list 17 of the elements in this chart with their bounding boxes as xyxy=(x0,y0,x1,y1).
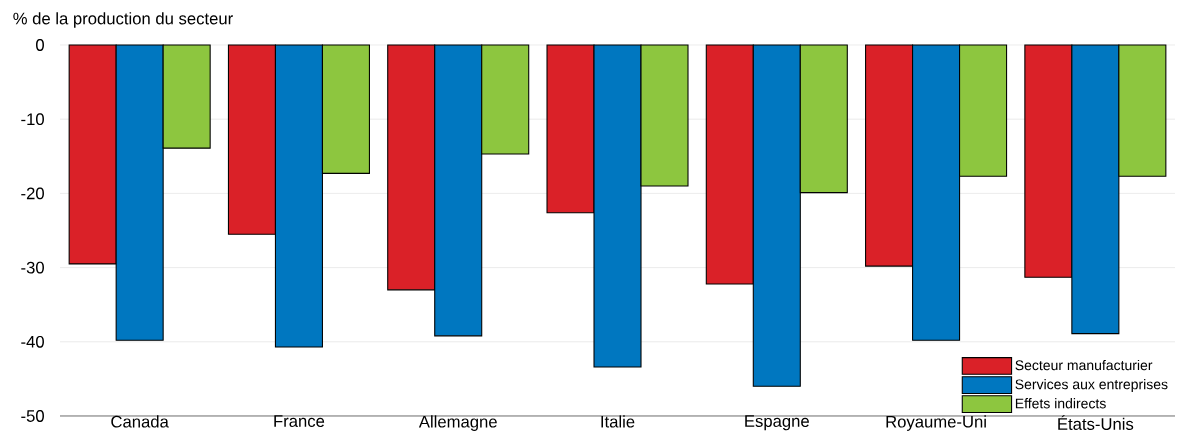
y-tick-label: -40 xyxy=(21,335,44,348)
legend-label: Services aux entreprises xyxy=(1015,379,1168,393)
x-tick-label: Royaume-Uni xyxy=(886,415,986,431)
y-tick-label: -30 xyxy=(21,261,44,274)
x-tick-label: Espagne xyxy=(745,415,809,431)
y-axis-title: % de la production du secteur xyxy=(13,12,233,28)
y-tick-label: -20 xyxy=(21,187,44,200)
y-tick-label: -10 xyxy=(21,113,44,126)
legend-label: Effets indirects xyxy=(1015,398,1106,409)
x-tick-label: Allemagne xyxy=(418,415,497,431)
x-tick-label: États-Unis xyxy=(1058,415,1134,430)
y-tick-label: -50 xyxy=(21,410,44,422)
x-tick-label: France xyxy=(274,415,325,427)
y-tick-label: 0 xyxy=(36,39,44,51)
x-tick-label: Italie xyxy=(601,415,635,428)
legend-label: Secteur manufacturier xyxy=(1015,359,1153,371)
x-tick-label: Canada xyxy=(111,415,169,428)
